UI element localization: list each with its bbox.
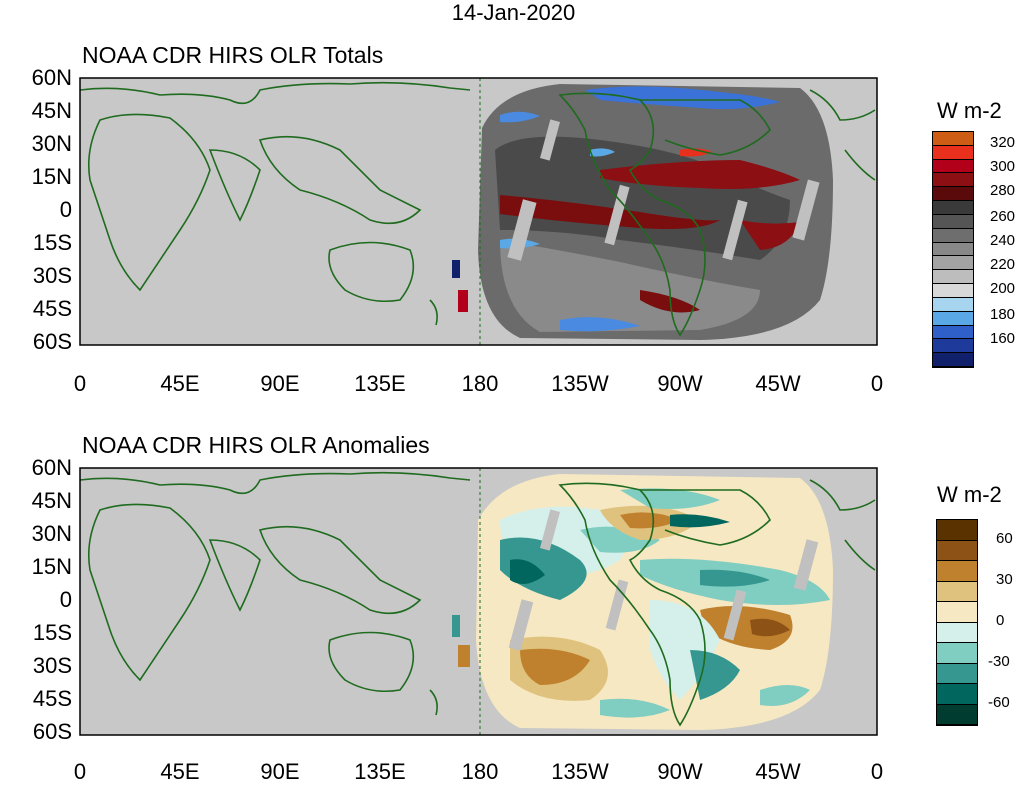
coastlines-totals — [80, 81, 876, 337]
lat-tick-label: 30S — [32, 263, 72, 288]
lon-axis-anomalies: 0 45E 90E 135E 180 135W 90W 45W 0 — [0, 760, 1027, 784]
colorbar-swatch — [937, 540, 977, 561]
data-field-anomalies — [452, 474, 833, 730]
colorbar-swatch — [937, 581, 977, 602]
colorbar-tick-label: 30 — [996, 571, 1013, 588]
lon-tick-label: 0 — [73, 371, 87, 396]
lon-tick-label: 90W — [657, 371, 703, 396]
lat-tick-label: 0 — [59, 197, 72, 222]
colorbar-swatch — [933, 187, 973, 202]
map-background-anomalies — [80, 468, 877, 735]
map-background-totals — [80, 78, 877, 345]
colorbar-tick-label: 160 — [990, 330, 1016, 347]
colorbar-tick-label: 320 — [990, 134, 1016, 151]
lat-tick-label: 45S — [32, 296, 72, 321]
data-field-totals — [452, 84, 833, 340]
colorbar-swatch — [933, 311, 973, 326]
coastlines-anomalies — [80, 471, 876, 727]
lon-tick-label: 135W — [551, 759, 609, 784]
lat-tick-label: 15N — [31, 164, 72, 189]
lat-tick-label: 45N — [31, 98, 72, 123]
colorbar-swatch — [937, 602, 977, 623]
colorbar-swatch — [933, 297, 973, 312]
lat-tick-label: 30N — [31, 521, 72, 546]
lat-tick-label: 15N — [31, 554, 72, 579]
colorbar-tick-label: 220 — [990, 256, 1016, 273]
colorbar-swatch — [933, 132, 973, 146]
colorbar-swatch — [933, 228, 973, 243]
colorbar-swatch — [933, 242, 973, 257]
colorbar-tick-label: -30 — [988, 653, 1010, 670]
lon-tick-label: 135W — [551, 371, 609, 396]
colorbar-tick-label: 280 — [990, 182, 1016, 199]
colorbar-swatch — [933, 145, 973, 160]
colorbar-swatch — [933, 256, 973, 271]
colorbar-swatch — [937, 643, 977, 664]
colorbar-tick-label: 240 — [990, 232, 1016, 249]
colorbar-swatch — [933, 284, 973, 298]
colorbar-unit-totals: W m-2 — [937, 98, 1002, 123]
lon-tick-label: 45E — [160, 759, 200, 784]
colorbar-tick-label: 60 — [996, 530, 1013, 547]
lat-tick-label: 30S — [32, 653, 72, 678]
lat-tick-label: 30N — [31, 131, 72, 156]
colorbar-swatch — [933, 353, 973, 368]
colorbar-labels-totals: 320 300 280 260 240 220 200 180 160 — [990, 131, 1027, 366]
lon-tick-label: 0 — [870, 371, 884, 396]
panel-title-anomalies: NOAA CDR HIRS OLR Anomalies — [82, 432, 430, 458]
colorbar-swatch — [933, 325, 973, 340]
colorbar-swatch — [937, 684, 977, 705]
colorbar-swatch — [933, 339, 973, 354]
lat-tick-label: 0 — [59, 587, 72, 612]
lat-tick-label: 45N — [31, 488, 72, 513]
colorbar-swatch — [933, 214, 973, 229]
lat-tick-label: 15S — [32, 230, 72, 255]
colorbar-swatch — [933, 201, 973, 215]
colorbar-labels-anomalies: 60 30 0 -30 -60 — [988, 519, 1026, 724]
colorbar-unit-anomalies: W m-2 — [937, 482, 1002, 507]
lon-tick-label: 90E — [260, 759, 300, 784]
colorbar-swatch — [933, 173, 973, 188]
lon-tick-label: 45W — [755, 371, 801, 396]
lon-tick-label: 45W — [755, 759, 801, 784]
lon-tick-label: 90W — [657, 759, 703, 784]
map-frame-anomalies — [79, 467, 878, 736]
lon-tick-label: 180 — [461, 371, 499, 396]
colorbar-tick-label: 0 — [996, 612, 1005, 629]
colorbar-tick-label: 180 — [990, 306, 1016, 323]
colorbar-anomalies — [936, 519, 978, 726]
lon-tick-label: 135E — [354, 371, 406, 396]
colorbar-swatch — [937, 622, 977, 643]
lon-axis-totals: 0 45E 90E 135E 180 135W 90W 45W 0 — [0, 372, 1027, 398]
map-frame-totals — [79, 77, 878, 346]
lon-tick-label: 0 — [870, 759, 884, 784]
colorbar-swatch — [937, 663, 977, 684]
lon-tick-label: 90E — [260, 371, 300, 396]
colorbar-swatch — [933, 270, 973, 285]
colorbar-tick-label: -60 — [988, 694, 1010, 711]
lat-tick-label: 15S — [32, 620, 72, 645]
lon-tick-label: 180 — [461, 759, 499, 784]
lat-tick-label: 60S — [32, 719, 72, 744]
lat-axis-totals: 60N 45N 30N 15N 0 15S 30S 45S 60S — [10, 65, 72, 358]
colorbar-swatch — [937, 704, 977, 725]
date-title: 14-Jan-2020 — [451, 0, 576, 25]
colorbar-tick-label: 200 — [990, 280, 1016, 297]
colorbar-tick-label: 260 — [990, 208, 1016, 225]
lon-tick-label: 0 — [73, 759, 87, 784]
lat-tick-label: 60N — [31, 455, 72, 480]
colorbar-swatch — [937, 561, 977, 582]
lat-axis-anomalies: 60N 45N 30N 15N 0 15S 30S 45S 60S — [10, 455, 72, 748]
lon-tick-label: 135E — [354, 759, 406, 784]
lat-tick-label: 60S — [32, 329, 72, 354]
panel-title-totals: NOAA CDR HIRS OLR Totals — [82, 42, 384, 68]
colorbar-totals — [932, 131, 974, 368]
colorbar-swatch — [937, 520, 977, 541]
colorbar-tick-label: 300 — [990, 158, 1016, 175]
colorbar-swatch — [933, 159, 973, 174]
lat-tick-label: 60N — [31, 65, 72, 90]
lat-tick-label: 45S — [32, 686, 72, 711]
lon-tick-label: 45E — [160, 371, 200, 396]
